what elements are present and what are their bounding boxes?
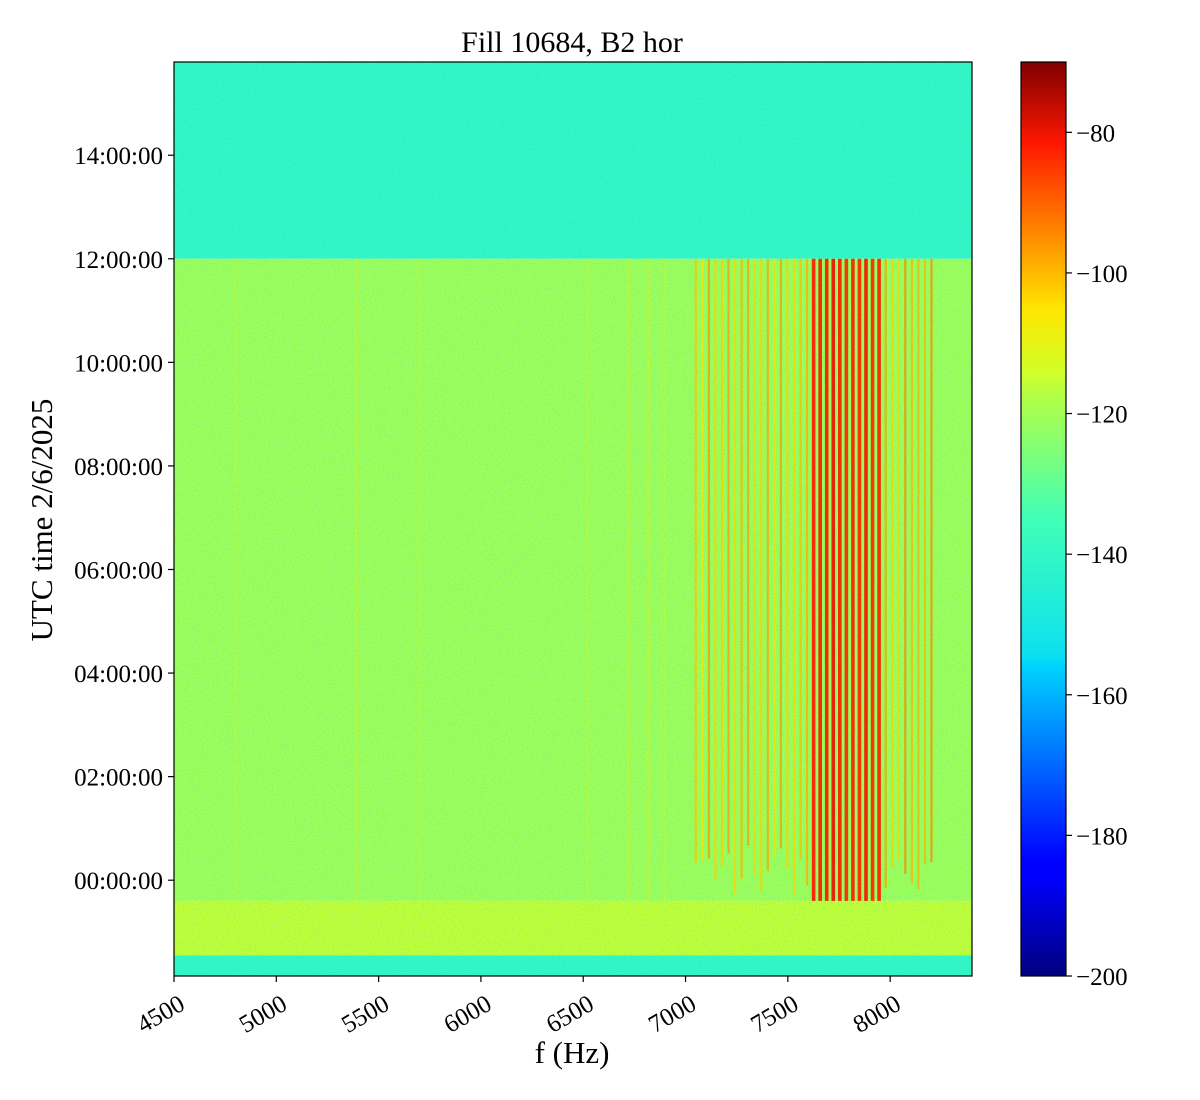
x-tick-label: 5500 bbox=[337, 990, 394, 1038]
x-tick-label: 6500 bbox=[542, 990, 599, 1038]
colorbar-tick-label: −140 bbox=[1076, 542, 1128, 569]
x-tick-label: 5000 bbox=[235, 990, 292, 1038]
x-axis: 4500 5000 5500 6000 6500 7000 7500 8000 bbox=[133, 976, 906, 1039]
y-tick-label: 02:00:00 bbox=[74, 765, 163, 792]
y-tick-label: 00:00:00 bbox=[74, 868, 163, 895]
y-axis-label: UTC time 2/6/2025 bbox=[24, 399, 59, 642]
x-tick-label: 7000 bbox=[644, 990, 701, 1038]
colorbar-tick-label: −100 bbox=[1076, 261, 1128, 288]
plot-frame bbox=[173, 61, 973, 977]
colorbar-tick-label: −80 bbox=[1076, 120, 1115, 147]
colorbar-tick-label: −160 bbox=[1076, 683, 1128, 710]
colorbar-tick-label: −120 bbox=[1076, 402, 1128, 429]
x-tick-label: 6000 bbox=[440, 990, 497, 1038]
y-axis: 00:00:00 02:00:00 04:00:00 06:00:00 08:00:00… bbox=[74, 143, 174, 895]
y-tick-label: 04:00:00 bbox=[74, 661, 163, 688]
y-tick-label: 10:00:00 bbox=[74, 350, 163, 377]
x-tick-label: 8000 bbox=[849, 990, 906, 1038]
y-tick-label: 12:00:00 bbox=[74, 247, 163, 274]
noise-texture bbox=[174, 62, 972, 976]
colorbar bbox=[1020, 61, 1067, 977]
colorbar-tick-label: −200 bbox=[1076, 964, 1128, 991]
y-tick-label: 08:00:00 bbox=[74, 454, 163, 481]
colorbar-ticks: −80 −100 −120 −140 −160 −180 −200 bbox=[1066, 120, 1128, 991]
x-tick-label: 4500 bbox=[133, 990, 190, 1038]
x-axis-label: f (Hz) bbox=[535, 1035, 610, 1070]
x-tick-label: 7500 bbox=[746, 990, 803, 1038]
plot-area bbox=[174, 62, 972, 976]
y-tick-label: 06:00:00 bbox=[74, 557, 163, 584]
colorbar-tick-label: −180 bbox=[1076, 823, 1128, 850]
y-tick-label: 14:00:00 bbox=[74, 143, 163, 170]
chart-title: Fill 10684, B2 hor bbox=[461, 26, 683, 59]
